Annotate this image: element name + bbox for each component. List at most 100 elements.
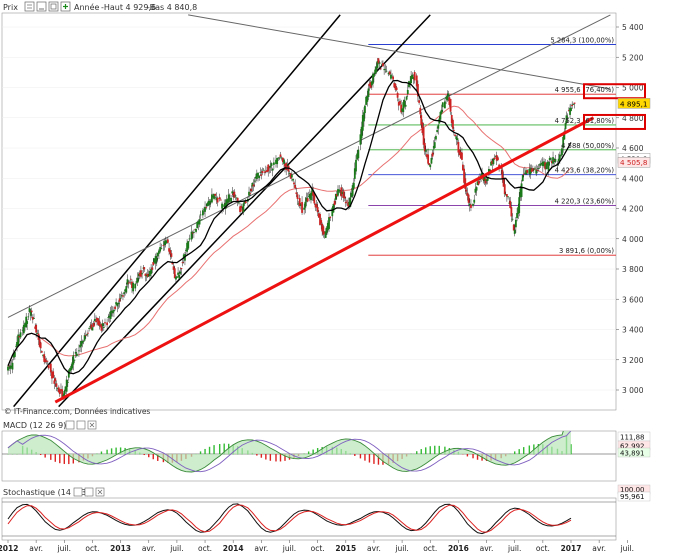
candle-body	[84, 334, 87, 336]
candle-body	[102, 326, 105, 328]
candle-body	[379, 68, 382, 70]
candle-body	[411, 74, 414, 79]
candle-body	[27, 316, 30, 318]
candle-body	[16, 341, 18, 347]
candle-body	[564, 123, 567, 129]
candle-body	[60, 389, 62, 391]
macd-bar	[218, 444, 221, 455]
macd-bar	[143, 454, 145, 456]
candle-body	[503, 184, 506, 195]
candle-body	[61, 389, 64, 398]
resistance-line	[188, 14, 611, 90]
candle-body	[223, 204, 226, 208]
candle-body	[378, 62, 381, 64]
macd-value-label: 43,891	[620, 450, 645, 458]
candle-body	[395, 87, 398, 91]
x-tick-label: 2014	[223, 544, 244, 553]
candle-body	[39, 342, 42, 349]
candle-body	[198, 219, 201, 225]
candle-body	[99, 324, 102, 327]
candle-body	[285, 163, 288, 170]
minimize-icon[interactable]	[36, 1, 47, 12]
candle-body	[36, 333, 39, 334]
candle-body	[525, 170, 527, 175]
candle-body	[305, 197, 308, 202]
candle-body	[261, 171, 264, 174]
x-tick-label: oct.	[198, 544, 212, 553]
macd-maximize-icon[interactable]	[76, 420, 86, 430]
moving-average-short	[7, 79, 572, 375]
candle-body	[477, 180, 480, 185]
price-tag-box	[617, 156, 651, 168]
candle-body	[205, 206, 208, 208]
candle-body	[339, 191, 342, 193]
candle-body	[482, 177, 485, 181]
x-tick-label: 2016	[448, 544, 469, 553]
candle-body	[334, 193, 337, 200]
candle-body	[347, 202, 350, 207]
candle-body	[9, 365, 12, 369]
maximize-icon[interactable]	[48, 1, 59, 12]
stoch-properties-icon[interactable]	[73, 487, 83, 497]
candle-body	[332, 204, 335, 213]
candle-body	[260, 174, 263, 176]
candle-body	[507, 196, 509, 198]
candle-body	[304, 201, 307, 208]
candle-body	[532, 169, 535, 171]
candle-body	[316, 206, 319, 213]
x-tick-label: juil.	[169, 544, 183, 553]
candle-body	[474, 188, 477, 193]
candle-body	[43, 354, 46, 362]
candle-body	[118, 298, 121, 302]
macd-area	[8, 431, 571, 472]
candle-body	[132, 282, 135, 292]
macd-bar	[523, 447, 525, 455]
macd-bar	[115, 447, 117, 455]
macd-properties-icon[interactable]	[65, 420, 75, 430]
macd-value-label: 62,992	[620, 443, 645, 451]
candle-body	[259, 171, 262, 173]
candle-body	[348, 201, 351, 206]
y-tick-label: 3 000	[622, 386, 644, 395]
candle-body	[145, 274, 148, 277]
candle-body	[445, 97, 447, 99]
toolbar-icons[interactable]	[24, 1, 71, 12]
candle-body	[280, 157, 283, 159]
candle-body	[278, 157, 281, 159]
macd-bar	[303, 453, 305, 455]
candle-body	[29, 310, 32, 316]
candle-body	[138, 272, 141, 276]
candle-body	[159, 247, 162, 252]
candle-body	[126, 279, 129, 285]
properties-icon[interactable]	[24, 1, 35, 12]
candle-body	[311, 188, 314, 196]
candle-body	[7, 366, 9, 371]
macd-bar	[148, 454, 150, 458]
macd-bar	[466, 454, 469, 457]
candle-body	[269, 165, 272, 168]
x-tick-label: juil.	[57, 544, 71, 553]
candle-body	[375, 66, 378, 73]
candle-body	[473, 199, 476, 203]
candle-body	[49, 363, 52, 373]
candle-body	[450, 114, 453, 124]
candle-body	[534, 167, 536, 169]
candle-body	[553, 160, 556, 162]
candle-body	[325, 227, 328, 233]
macd-bar	[444, 446, 446, 455]
candle-body	[377, 58, 380, 64]
candle-body	[267, 164, 270, 172]
stoch-maximize-icon[interactable]	[84, 487, 94, 497]
candle-body	[120, 295, 123, 297]
macd-bar	[63, 454, 65, 464]
candle-body	[134, 283, 137, 289]
fib-level-label: 4 588 (50,00%)	[561, 142, 614, 150]
candle-body	[169, 250, 172, 254]
candle-body	[360, 126, 363, 139]
candle-body	[413, 72, 416, 81]
candle-body	[516, 212, 518, 219]
candle-body	[235, 197, 238, 199]
candle-body	[423, 142, 426, 152]
candle-body	[26, 321, 29, 324]
